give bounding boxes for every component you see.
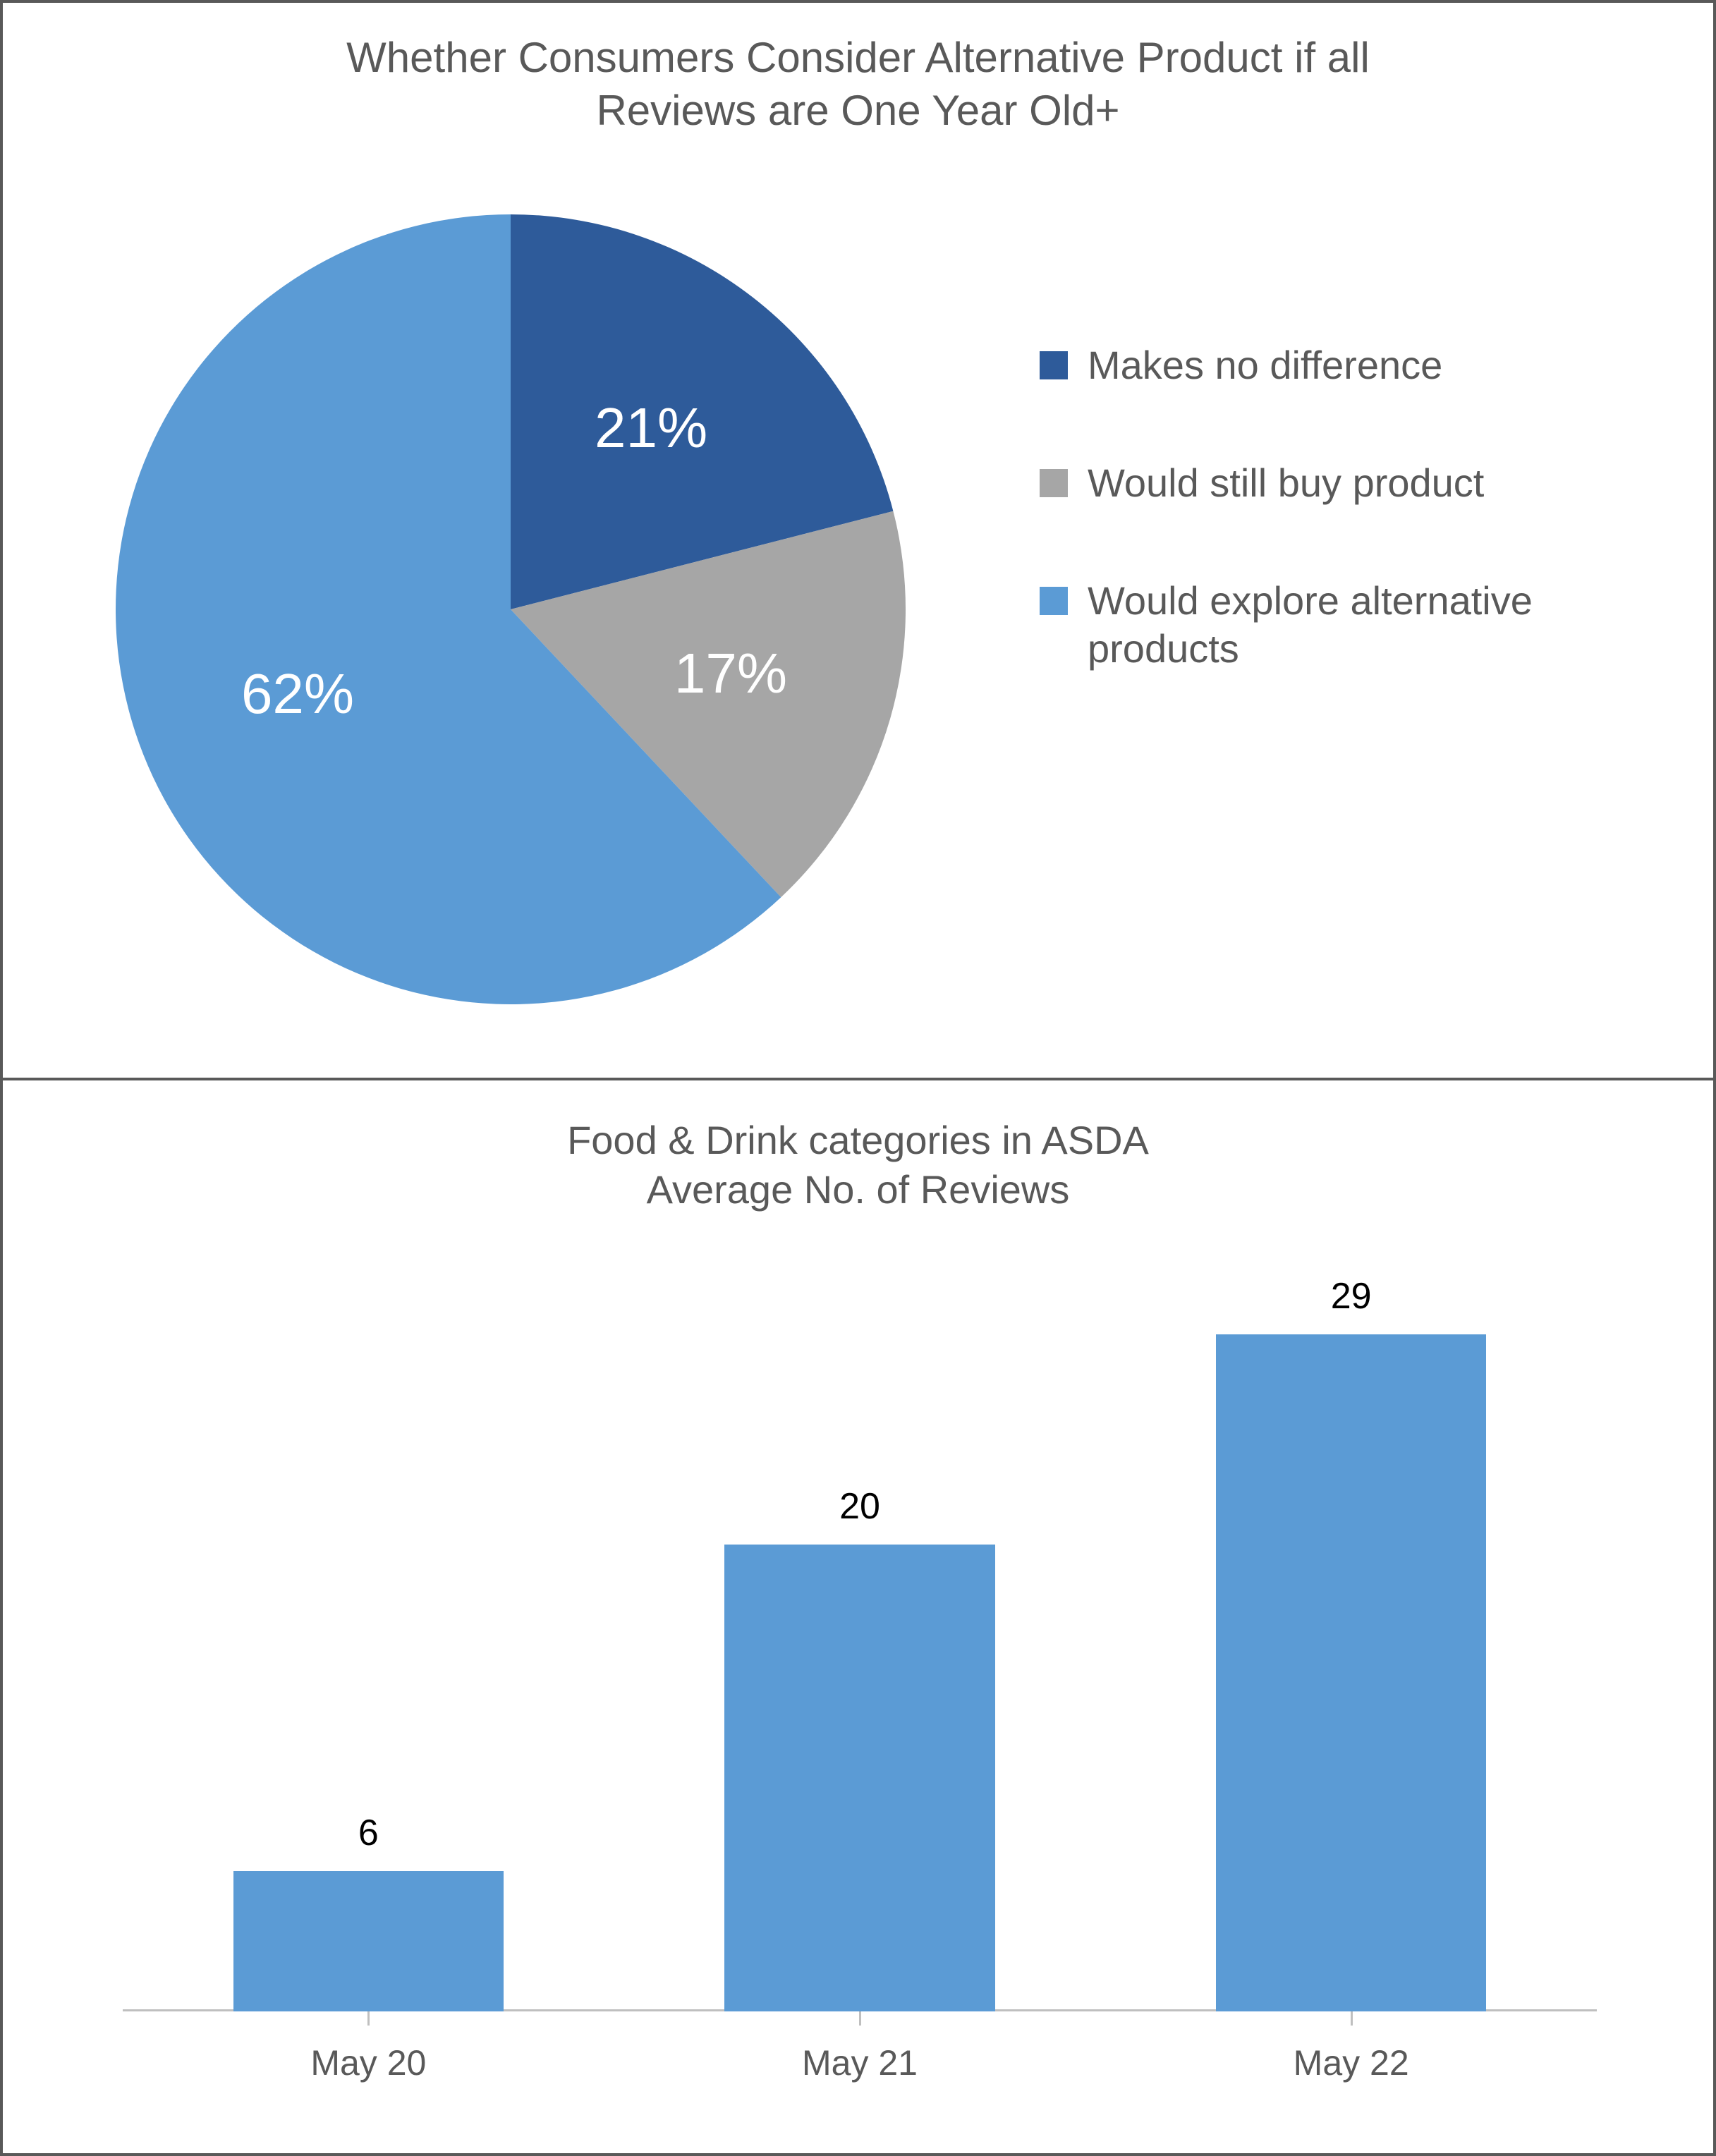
pie-svg [116,214,906,1004]
bar-category-label: May 20 [310,2042,426,2083]
x-axis-tick [1351,2011,1353,2026]
page: Whether Consumers Consider Alternative P… [0,0,1716,2156]
bar-value-label: 6 [358,1812,379,1854]
legend-label: Makes no difference [1088,341,1442,389]
bar-chart-title-line: Average No. of Reviews [3,1165,1713,1214]
legend-item: Makes no difference [1040,341,1674,389]
pie-chart-legend: Makes no difference Would still buy produ… [1040,341,1674,743]
pie-chart-title-line: Reviews are One Year Old+ [3,84,1713,137]
bar-value-label: 29 [1331,1275,1372,1317]
bar-chart-title: Food & Drink categories in ASDAAverage N… [3,1116,1713,1214]
bar [1216,1334,1486,2011]
bar-category-label: May 22 [1294,2042,1409,2083]
bar-chart-plot: 6May 2020May 2129May 22 [123,1334,1597,2011]
pie-chart-panel: Whether Consumers Consider Alternative P… [0,0,1716,1078]
bar-chart-title-line: Food & Drink categories in ASDA [3,1116,1713,1165]
legend-label: Would explore alternative products [1088,577,1638,671]
legend-item: Would still buy product [1040,459,1674,506]
bar-value-label: 20 [839,1485,880,1528]
pie-chart-area: 21% 17% 62% [116,214,906,1004]
legend-item: Would explore alternative products [1040,577,1674,671]
pie-slice-label: 21% [595,396,707,461]
bar [724,1545,994,2011]
bar-category-label: May 21 [802,2042,918,2083]
bar-chart-panel: Food & Drink categories in ASDAAverage N… [0,1078,1716,2156]
legend-label: Would still buy product [1088,459,1484,506]
pie-chart-title-line: Whether Consumers Consider Alternative P… [3,31,1713,84]
legend-swatch [1040,351,1068,379]
x-axis-tick [859,2011,861,2026]
x-axis-tick [367,2011,370,2026]
pie-slice-label: 62% [241,662,354,726]
bar [233,1871,504,2011]
legend-swatch [1040,587,1068,615]
pie-slice-label: 17% [674,641,787,706]
pie-chart-title: Whether Consumers Consider Alternative P… [3,31,1713,137]
legend-swatch [1040,469,1068,497]
